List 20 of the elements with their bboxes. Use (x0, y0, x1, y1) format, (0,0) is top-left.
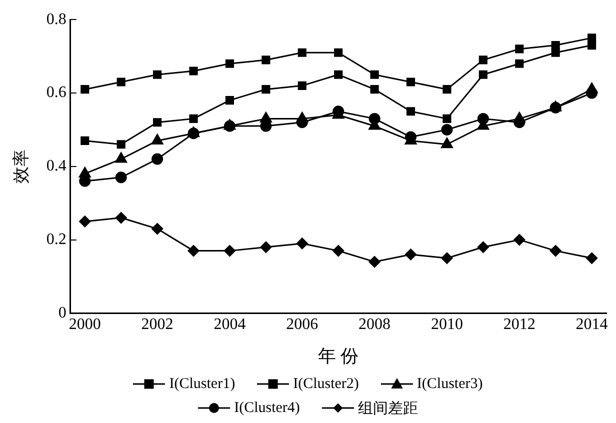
x-tick-label: 2000 (68, 316, 101, 334)
x-tick-label: 2006 (286, 316, 318, 334)
y-tick-label: 0.6 (46, 84, 66, 102)
legend-label: I(Cluster3) (416, 376, 483, 392)
legend-label: I(Cluster4) (234, 400, 300, 416)
x-axis-title: 年 份 (318, 346, 359, 366)
x-tick-label: 2012 (503, 316, 536, 334)
x-tick-label: 2008 (358, 316, 391, 334)
y-tick-label: 0.4 (46, 158, 66, 175)
y-axis-title: 效率 (12, 149, 31, 184)
y-tick-label: 0.2 (46, 231, 66, 248)
y-tick-label: 0.8 (46, 10, 66, 28)
x-tick-label: 2010 (430, 316, 463, 334)
legend-label: I(Cluster1) (169, 376, 236, 392)
y-tick-label: 0 (58, 304, 66, 322)
x-tick-label: 2002 (141, 316, 174, 334)
legend-label: 组间差距 (358, 400, 418, 418)
x-tick-label: 2004 (214, 316, 246, 334)
legend-label: I(Cluster2) (293, 376, 359, 392)
x-tick-label: 2014 (576, 316, 608, 334)
